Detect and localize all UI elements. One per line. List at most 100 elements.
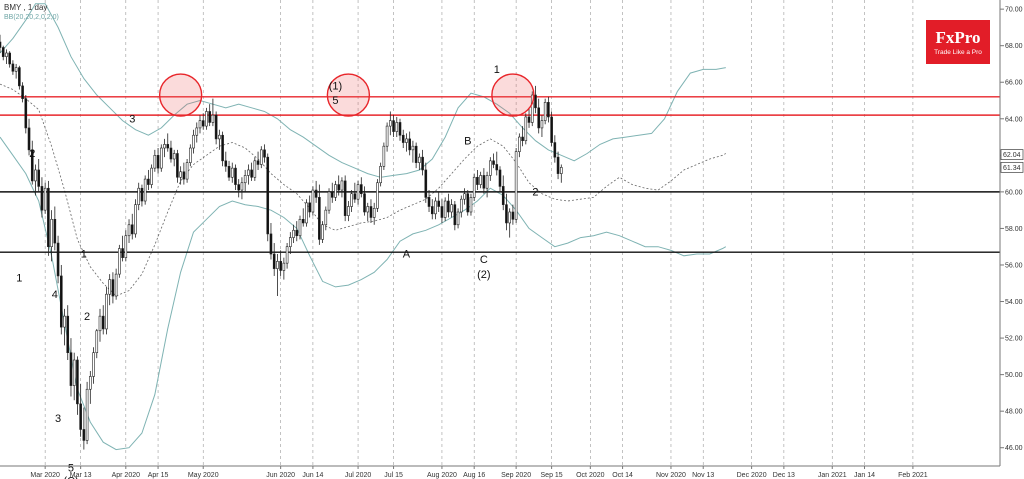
y-tick-label: 46.00 [1005, 445, 1023, 452]
candlestick [253, 157, 257, 181]
candlestick [114, 268, 118, 300]
candlestick [524, 113, 528, 145]
candle-body-down [8, 52, 11, 65]
candle-body-up [205, 111, 208, 127]
candlestick [334, 180, 337, 202]
candle-body-down [505, 204, 508, 224]
candle-body-up [485, 175, 489, 189]
candle-body-up [50, 218, 53, 248]
candle-body-up [34, 169, 37, 182]
candlestick [95, 328, 99, 359]
candlestick [301, 208, 305, 227]
candlestick [234, 164, 237, 191]
candlestick [172, 149, 176, 167]
candlestick [1, 45, 5, 61]
x-tick-label: Nov 13 [692, 472, 714, 479]
logo-brand: FxPro [935, 28, 980, 47]
candle-body-down [501, 186, 505, 205]
x-tick-label: Apr 15 [148, 472, 169, 479]
candlestick [143, 175, 147, 205]
candle-body-down [76, 359, 79, 405]
highlight-circle [326, 73, 371, 117]
candle-body-up [243, 175, 247, 184]
candlestick [140, 184, 144, 207]
candlestick [398, 118, 402, 141]
candle-body-up [518, 136, 521, 152]
candlestick [540, 115, 544, 138]
candlestick [369, 199, 373, 223]
candlestick [127, 219, 131, 244]
wave-label: 5 [68, 462, 74, 474]
candlestick [543, 98, 547, 125]
candle-body-up [218, 134, 221, 140]
candlestick [250, 162, 253, 181]
candle-body-down [547, 102, 550, 118]
wave-label: 1 [16, 272, 22, 284]
candlestick [189, 144, 192, 167]
candlestick [76, 356, 79, 415]
candle-body-up [489, 160, 492, 176]
candlestick [411, 140, 415, 163]
candle-body-up [463, 193, 466, 200]
candle-body-up [324, 209, 328, 226]
candlestick [350, 190, 353, 212]
candle-body-down [482, 175, 486, 189]
candle-body-up [327, 191, 331, 211]
wave-label: 3 [55, 413, 61, 425]
x-tick-label: Dec 2020 [737, 472, 767, 479]
candlestick [224, 151, 228, 172]
highlight-circle [491, 73, 535, 117]
candle-body-down [166, 144, 170, 149]
candle-body-down [363, 193, 366, 213]
candlestick [89, 370, 92, 404]
x-tick-label: Oct 2020 [576, 472, 605, 479]
candlestick [327, 188, 331, 214]
x-tick-label: May 2020 [188, 472, 219, 479]
candlestick [469, 193, 473, 216]
candle-body-up [137, 187, 141, 205]
candlestick [359, 177, 363, 198]
candlestick [447, 193, 450, 218]
candle-body-up [259, 149, 263, 165]
candlestick [11, 60, 15, 75]
upper-band-line [0, 3, 726, 178]
candle-body-down [237, 184, 241, 191]
candle-body-up [347, 206, 350, 216]
candlestick [30, 140, 34, 185]
candlestick [485, 171, 489, 198]
candle-body-down [392, 120, 395, 132]
candle-body-up [172, 153, 176, 160]
candle-body-up [382, 145, 386, 167]
candle-body-up [72, 359, 76, 386]
wave-label: 1 [494, 64, 500, 76]
candlestick [266, 153, 270, 242]
candlestick [498, 166, 502, 192]
candle-body-up [179, 171, 182, 178]
candle-body-up [479, 175, 482, 185]
candle-body-down [424, 169, 428, 198]
candle-body-up [543, 102, 547, 121]
candlestick [527, 107, 531, 128]
candle-body-up [469, 197, 473, 213]
candlestick [279, 250, 282, 276]
candle-body-down [21, 85, 24, 99]
candlestick [443, 197, 447, 222]
candle-body-down [269, 233, 273, 255]
candlestick [176, 149, 179, 183]
candlestick [53, 206, 57, 251]
candle-body-up [150, 167, 153, 185]
candle-body-down [221, 134, 224, 162]
x-tick-label: Jan 14 [854, 472, 875, 479]
candlestick [79, 383, 82, 437]
candlestick [376, 179, 379, 212]
wave-label: 2 [29, 148, 35, 160]
candlesticks [0, 34, 563, 450]
candle-body-down [182, 171, 186, 180]
candlestick [463, 188, 466, 205]
candle-body-up [514, 151, 518, 220]
candle-body-down [498, 169, 502, 187]
candlestick [530, 91, 534, 127]
candlestick [134, 199, 137, 238]
candle-body-down [279, 261, 282, 271]
candlestick [230, 162, 234, 183]
